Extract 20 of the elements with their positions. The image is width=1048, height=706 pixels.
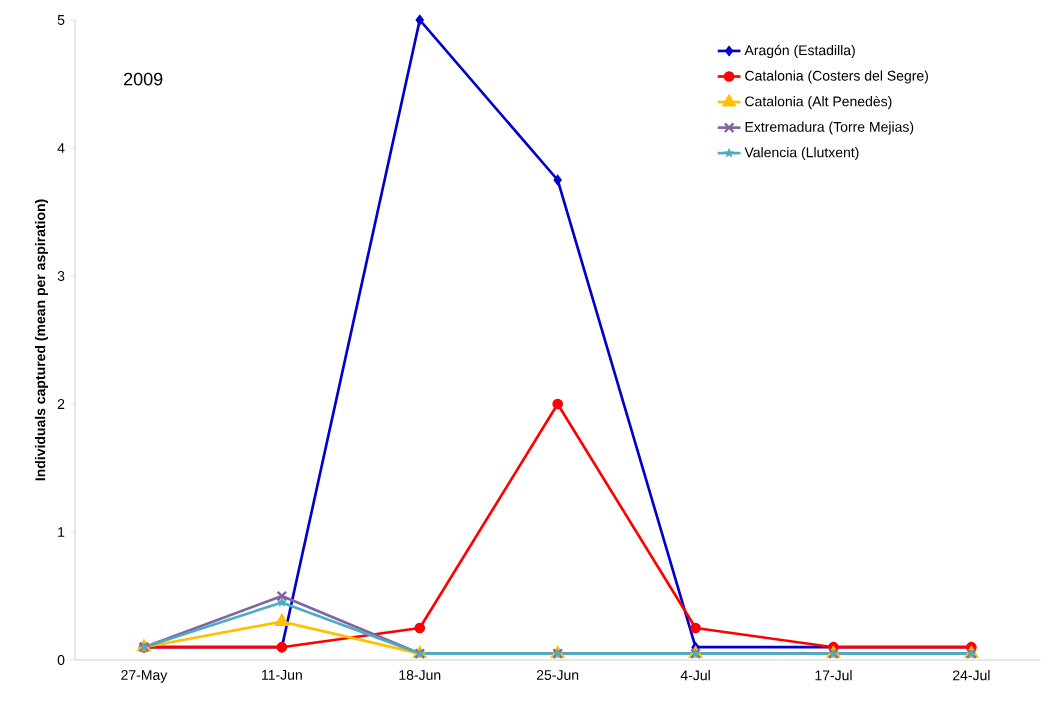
y-tick-label: 2 [57, 399, 65, 409]
x-tick-label: 17-Jul [815, 670, 852, 681]
x-tick-label: 11-Jun [262, 670, 302, 680]
y-axis-title: Individuals captured (mean per aspiration) [34, 199, 49, 481]
y-tick-label: 1 [58, 527, 65, 537]
annotation: 2009 [124, 72, 163, 86]
y-tick-label: 3 [57, 271, 65, 281]
x-tick-label: 4-Jul [680, 670, 710, 681]
y-tick-label: 0 [57, 655, 65, 665]
x-tick-label: 25-Jun [536, 670, 579, 680]
legend-label: Catalonia (Alt Penedès) [745, 95, 892, 110]
legend-label: Valencia (Llutxent) [744, 147, 859, 161]
x-tick-label: 27-May [121, 670, 168, 683]
legend-label: Extremadura (Torre Mejias) [745, 121, 914, 135]
legend-label: Catalonia (Costers del Segre) [745, 70, 928, 84]
x-tick-label: 18-Jun [399, 670, 441, 680]
legend-label: Aragón (Estadilla) [744, 44, 855, 59]
y-tick-label: 4 [57, 143, 65, 153]
x-tick-label: 24-Jul [953, 670, 990, 681]
y-tick-label: 5 [57, 15, 65, 25]
